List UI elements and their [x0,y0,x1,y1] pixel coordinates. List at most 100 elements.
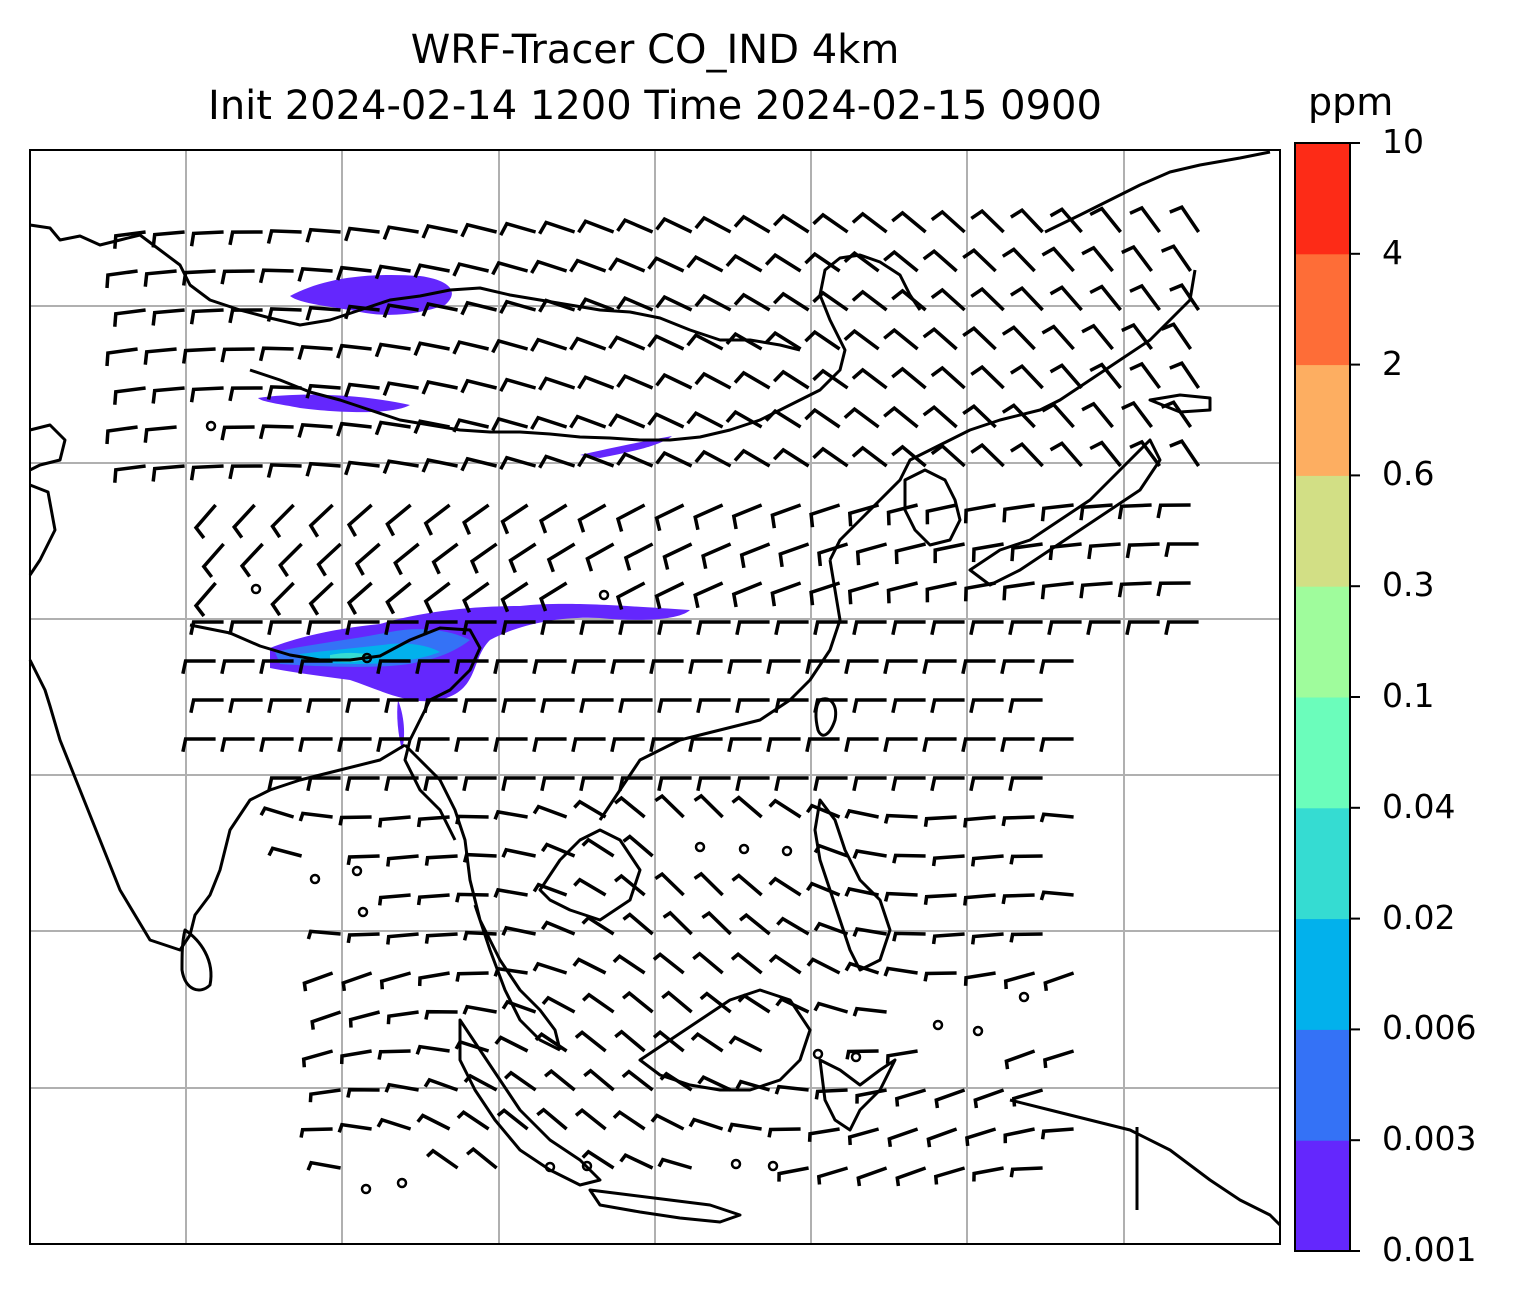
wind-barb [1010,542,1043,562]
coastline-india [28,483,406,952]
wind-barb [259,737,294,753]
wind-barb [228,386,263,402]
wind-barb [415,1044,450,1055]
wind-barb [933,1166,966,1185]
wind-barb [299,1127,333,1138]
wind-barb [1117,581,1152,598]
calm-wind-marker [738,843,750,855]
wind-barb [530,259,568,274]
wind-barb [655,216,693,234]
wind-barb [804,407,841,429]
wind-barb [961,659,996,675]
wind-barb [258,424,294,440]
wind-barb [694,371,732,390]
wind-barb [297,345,333,360]
wind-barb [816,1166,849,1185]
wind-barb [425,1148,459,1170]
wind-barb [384,776,419,792]
wind-barb [776,916,810,936]
wind-barb [416,1113,451,1131]
wind-barb [1001,893,1035,905]
wind-barb [423,620,458,636]
wind-barb [541,995,576,1014]
wind-barb [384,620,419,636]
wind-barb [657,620,692,636]
wind-barb [540,620,575,636]
wind-barb [616,296,654,312]
map-gridlines [30,150,1280,1244]
wind-barb [573,799,607,819]
wind-barb [696,620,731,636]
wind-barb [614,1029,646,1053]
wind-barb [491,338,529,354]
map-title-line1: WRF-Tracer CO_IND 4km [410,27,900,73]
wind-barb [413,263,450,278]
wind-barb [577,375,615,390]
wind-barb [1079,581,1113,599]
wind-barb [1011,1088,1044,1107]
wind-barb [739,542,771,569]
wind-barb [581,992,615,1014]
wind-barb [345,620,380,636]
wind-barb [298,737,333,753]
wind-barb [538,581,568,612]
map-frame [29,149,1281,1245]
wind-barb [344,304,380,320]
wind-barb [581,915,615,936]
wind-barb [843,328,880,351]
wind-barb [654,581,685,610]
wind-barb [379,971,412,990]
coastline-newguinea [1009,1098,1282,1227]
wind-barb [460,456,498,472]
wind-barb [393,542,420,576]
wind-barb [113,230,146,249]
wind-barb [891,288,927,312]
wind-barb [764,408,802,429]
wind-barb [462,581,490,614]
wind-barb [310,1010,342,1030]
wind-barb [804,329,841,351]
wind-barb [1086,620,1121,636]
wind-barb [424,932,458,944]
wind-barb [844,961,880,975]
wind-barb [496,1108,529,1131]
wind-barb [923,971,957,982]
wind-barb [806,957,841,975]
wind-barb [382,381,419,397]
wind-barb [298,659,333,675]
wind-barb [228,308,263,324]
wind-barb [731,581,763,608]
wind-barb [623,542,654,571]
wind-barb [469,542,498,574]
wind-barb [654,793,685,819]
wind-barb [622,834,654,858]
wind-barb [852,927,887,938]
wind-barb [770,581,802,607]
colorbar-tick-label: 0.006 [1382,1008,1477,1048]
wind-barb [581,1149,615,1170]
wind-barb [574,1108,607,1131]
wind-barb [345,776,380,792]
calm-wind-marker [360,1183,372,1195]
wind-barb [652,1030,685,1053]
wind-barb [813,776,848,792]
wind-barb [536,1107,568,1131]
colorbar-segment [1295,253,1350,366]
wind-barb [585,542,615,572]
wind-barb [616,218,654,234]
wind-barb [384,1082,419,1093]
wind-barb [579,776,614,792]
wind-barb [454,659,489,675]
wind-barb [813,620,848,636]
wind-barb [1009,363,1044,390]
wind-barb [143,347,177,365]
wind-barb [883,249,919,273]
wind-barb [306,698,341,714]
calm-wind-marker [767,1160,779,1172]
wind-barb [385,581,412,615]
wind-barb [493,887,528,898]
wind-barb [930,365,966,390]
wind-barb [581,837,615,858]
wind-barb [970,442,1005,468]
calm-wind-markers [205,420,1030,1195]
